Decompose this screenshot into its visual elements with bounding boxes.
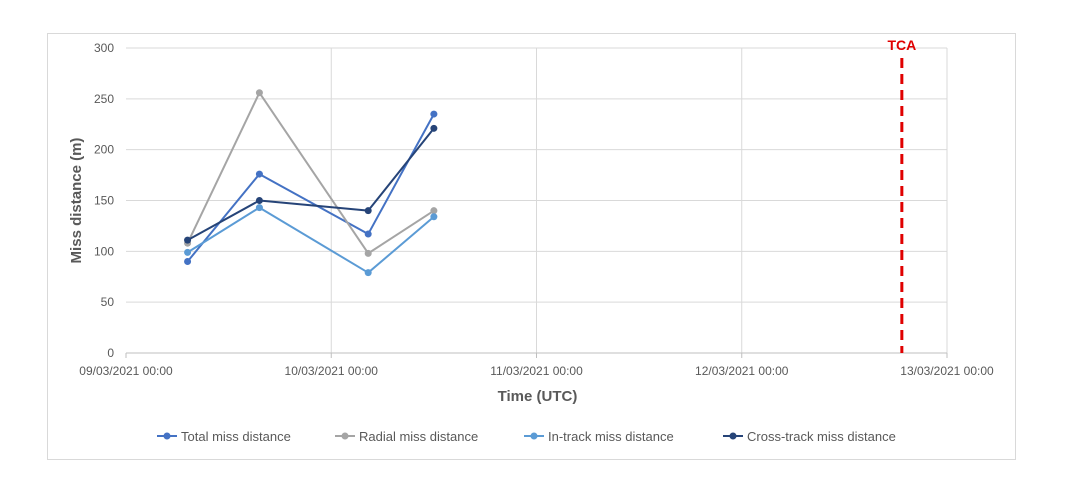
legend-item: Radial miss distance [335,429,478,444]
gridlines [126,47,948,353]
x-tick-labels: 09/03/2021 00:00 10/03/2021 00:00 11/03/20… [79,364,994,378]
legend-label: In-track miss distance [548,429,674,444]
y-axis-title: Miss distance (m) [68,138,85,264]
data-point [364,230,372,238]
x-tick-label: 12/03/2021 00:00 [695,364,789,378]
y-tick-label: 300 [94,41,114,55]
legend-swatch-marker [729,432,737,440]
legend-swatch-marker [530,432,538,440]
data-point [430,213,438,221]
data-point [184,258,192,265]
data-point [184,248,192,256]
legend-label: Total miss distance [181,429,291,444]
series-line-4 [187,127,435,242]
data-point [255,89,263,97]
legend-item: In-track miss distance [524,429,674,444]
legend-swatch-marker [163,432,171,440]
chart-area [47,33,1016,460]
series-line-2 [186,91,435,255]
legend-item: Total miss distance [157,429,291,444]
data-point [184,236,192,244]
data-point [255,170,263,178]
x-tick-label: 13/03/2021 00:00 [900,364,994,378]
y-tick-label: 150 [94,194,114,208]
legend-item: Cross-track miss distance [723,429,896,444]
y-tick-label: 250 [94,92,114,106]
data-point [364,207,372,215]
y-tick-label: 0 [107,346,114,360]
data-point [430,207,438,215]
legend-swatch-marker [341,432,349,440]
y-tick-label: 100 [94,244,114,258]
y-tick-label: 50 [101,295,115,309]
series-line-3 [187,206,435,274]
data-point [430,110,438,118]
legend-label: Radial miss distance [359,429,478,444]
y-tick-label: 200 [94,143,114,157]
series-line-1 [186,113,435,263]
data-point [364,249,372,257]
data-point [430,124,438,132]
x-tick-label: 11/03/2021 00:00 [490,364,583,378]
x-tick-label: 10/03/2021 00:00 [285,364,379,378]
y-tick-labels: 0 50 100 150 200 250 300 [94,41,114,360]
series-lines [184,89,438,277]
axes [125,352,948,358]
data-point [255,204,263,212]
legend: Total miss distance Radial miss distance I… [157,429,896,444]
data-point [255,197,263,204]
legend-label: Cross-track miss distance [747,429,896,444]
tca-label: TCA [887,37,916,53]
annotations: TCA [887,37,916,353]
x-axis-title: Time (UTC) [498,388,578,405]
data-point [364,269,372,277]
x-tick-label: 09/03/2021 00:00 [79,364,173,378]
